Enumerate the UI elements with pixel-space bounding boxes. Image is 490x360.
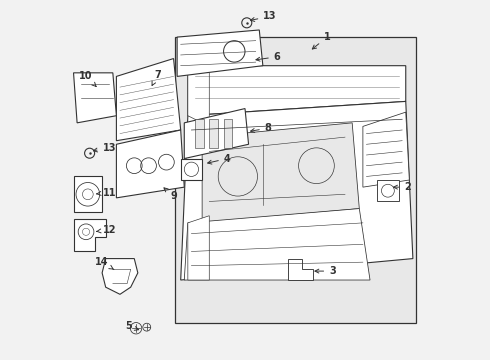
Polygon shape [363, 112, 409, 187]
Polygon shape [288, 258, 313, 280]
Text: 4: 4 [208, 154, 230, 164]
Text: 5: 5 [125, 321, 139, 332]
Text: 1: 1 [312, 32, 331, 49]
Text: 3: 3 [315, 266, 336, 276]
Polygon shape [74, 219, 106, 251]
Text: 11: 11 [97, 188, 116, 198]
Text: 13: 13 [94, 143, 116, 153]
Bar [223, 119, 232, 148]
Polygon shape [117, 59, 181, 141]
Text: 13: 13 [250, 12, 277, 22]
Polygon shape [74, 176, 102, 212]
Bar [195, 119, 204, 148]
Polygon shape [188, 66, 209, 126]
Bar [175, 37, 416, 323]
Polygon shape [377, 180, 398, 202]
Polygon shape [184, 208, 370, 280]
Polygon shape [188, 66, 406, 116]
Text: 9: 9 [164, 188, 177, 201]
Text: 12: 12 [97, 225, 116, 235]
Polygon shape [117, 130, 184, 198]
Bar [209, 119, 218, 148]
Text: 10: 10 [79, 71, 96, 86]
Polygon shape [188, 216, 209, 280]
Polygon shape [102, 258, 138, 294]
Polygon shape [181, 158, 202, 180]
Polygon shape [177, 30, 263, 76]
Text: 7: 7 [152, 69, 161, 85]
Polygon shape [181, 102, 413, 280]
Polygon shape [202, 123, 359, 223]
Text: 14: 14 [96, 257, 114, 270]
Text: 2: 2 [393, 182, 411, 192]
Text: 6: 6 [256, 52, 280, 62]
Text: 8: 8 [250, 123, 271, 133]
Polygon shape [184, 109, 248, 158]
Polygon shape [74, 73, 117, 123]
